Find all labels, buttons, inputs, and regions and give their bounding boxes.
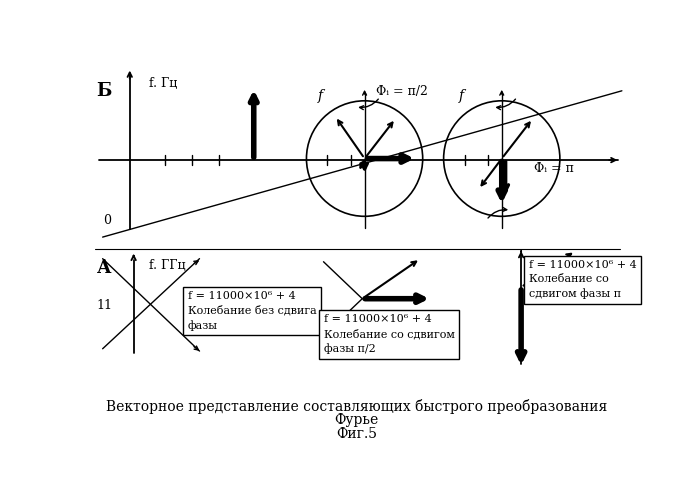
Text: f: f <box>459 90 464 104</box>
Text: f = 11000×10⁶ + 4
Колебание со сдвигом
фазы π/2: f = 11000×10⁶ + 4 Колебание со сдвигом ф… <box>323 314 454 354</box>
Text: Φᵢ = π/2: Φᵢ = π/2 <box>376 86 428 98</box>
Text: 0: 0 <box>102 214 111 227</box>
Text: 11: 11 <box>96 298 112 312</box>
Text: А: А <box>96 258 111 276</box>
Text: f: f <box>318 90 323 104</box>
Text: f. ГГц: f. ГГц <box>149 258 185 272</box>
Text: Фиг.5: Фиг.5 <box>337 426 377 440</box>
Text: Φᵢ = π: Φᵢ = π <box>535 162 574 174</box>
Text: Б: Б <box>96 82 112 100</box>
Text: Векторное представление составляющих быстрого преобразования: Векторное представление составляющих быс… <box>106 399 608 414</box>
Text: f = 11000×10⁶ + 4
Колебание без сдвига
фазы: f = 11000×10⁶ + 4 Колебание без сдвига ф… <box>188 291 316 331</box>
Text: f = 11000×10⁶ + 4
Колебание со
сдвигом фазы π: f = 11000×10⁶ + 4 Колебание со сдвигом ф… <box>529 260 636 300</box>
Text: Фурье: Фурье <box>335 412 379 426</box>
Text: f. Гц: f. Гц <box>149 77 178 90</box>
